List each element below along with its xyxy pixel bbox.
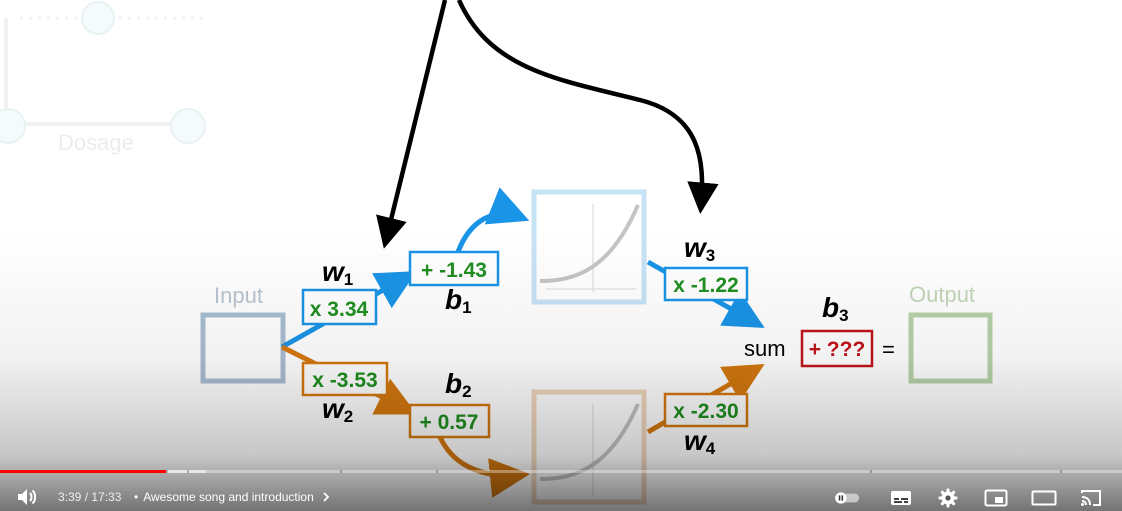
chapter-marker [1060,470,1062,473]
subtitles-icon [891,491,911,505]
b3-label: b3 [822,292,849,325]
b3-value: + ??? [809,338,866,361]
dosage-axis-label: Dosage [58,130,134,155]
settings-button[interactable] [935,486,961,510]
input-label: Input [214,283,263,308]
progress-bar[interactable] [0,470,1122,473]
w4-value: x -2.30 [673,400,738,423]
progress-played [0,470,167,473]
w3-value: x -1.22 [673,274,738,297]
w1-value: x 3.34 [310,298,369,321]
theater-mode-button[interactable] [1031,486,1057,510]
chapter-marker [166,470,168,473]
b2-value: + 0.57 [420,411,479,434]
w2-label: w2 [322,393,353,426]
chevron-right-icon [323,492,330,502]
volume-button[interactable] [16,487,38,507]
cast-button[interactable] [1078,486,1104,510]
chapter-title: Awesome song and introduction [143,490,314,504]
w4-label: w4 [684,425,716,458]
chapter-title-button[interactable]: • Awesome song and introduction [134,490,332,504]
b1-value: + -1.43 [421,259,487,282]
output-node [908,312,993,384]
chapter-marker [436,470,438,473]
hidden-node-top [531,189,647,305]
subtitles-button[interactable] [888,486,914,510]
miniplayer-icon [984,489,1008,507]
chapter-marker [870,470,872,473]
volume-icon [18,489,37,505]
chapter-marker [340,470,342,473]
w3-label: w3 [684,232,715,265]
time-display: 3:39 / 17:33 [58,490,122,504]
output-label: Output [909,282,975,307]
pointer-arrow-right [456,0,719,214]
blue-connection-b1-to-node [455,187,530,253]
b2-label: b2 [445,368,472,401]
w1-label: w1 [322,256,353,289]
faded-background-graph: Dosage [0,1,206,155]
cast-icon [1081,490,1101,506]
pointer-arrow-left [376,0,448,249]
chapter-marker [187,470,189,473]
theater-mode-icon [1031,490,1057,506]
b1-label: b1 [445,284,472,317]
settings-gear-icon [938,488,958,508]
miniplayer-button[interactable] [983,486,1009,510]
equals-sign: = [882,337,895,362]
chapter-separator: • [134,490,139,504]
w2-value: x -3.53 [312,369,377,392]
input-node [200,312,286,384]
progress-buffered [166,470,206,473]
sum-label: sum [744,336,786,361]
autoplay-toggle[interactable] [834,486,860,510]
autoplay-toggle-icon [834,492,860,504]
player-controls: 3:39 / 17:33 • Awesome song and introduc… [0,484,1122,511]
